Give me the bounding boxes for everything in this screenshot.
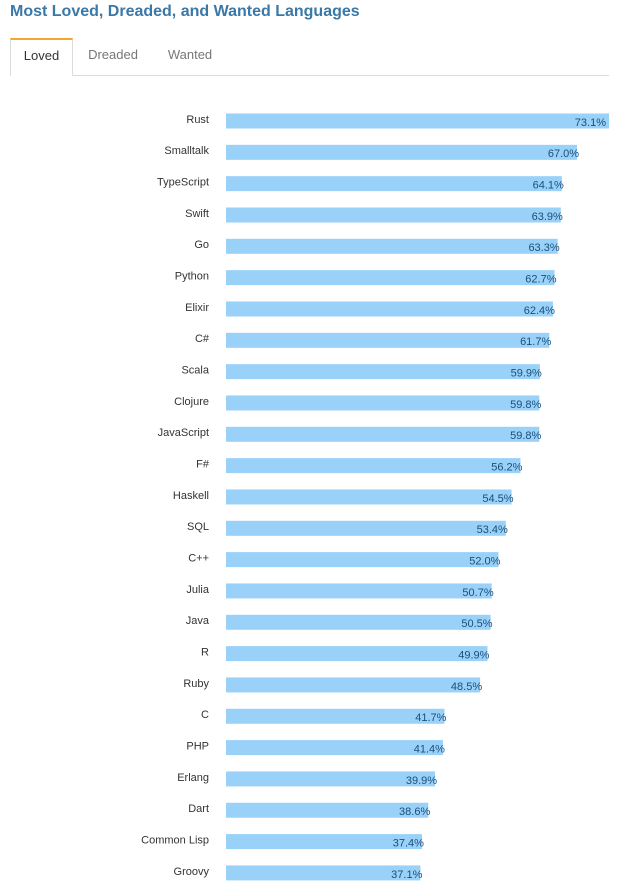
bar[interactable] — [226, 489, 512, 505]
bar[interactable] — [226, 238, 558, 254]
value-label: 59.8% — [510, 430, 541, 442]
value-label: 48.5% — [451, 681, 482, 693]
tab-dreaded[interactable]: Dreaded — [88, 47, 138, 62]
value-label: 62.4% — [524, 305, 555, 317]
bar[interactable] — [226, 802, 429, 818]
category-label: Dart — [188, 803, 209, 815]
category-label: Julia — [186, 584, 210, 596]
bar[interactable] — [226, 176, 562, 192]
category-label: Erlang — [177, 772, 209, 784]
value-label: 63.9% — [532, 211, 563, 223]
value-label: 41.4% — [414, 744, 445, 756]
category-label: Java — [186, 615, 210, 627]
category-label: Rust — [186, 114, 209, 126]
category-label: Go — [194, 239, 209, 251]
value-label: 50.7% — [462, 587, 493, 599]
category-label: TypeScript — [157, 177, 209, 189]
tab-loved[interactable]: Loved — [10, 38, 73, 76]
value-label: 52.0% — [469, 556, 500, 568]
category-label: Smalltalk — [164, 145, 209, 157]
value-label: 67.0% — [548, 148, 579, 160]
value-label: 61.7% — [520, 336, 551, 348]
category-label: Ruby — [183, 678, 209, 690]
category-label: Groovy — [174, 866, 210, 878]
value-label: 56.2% — [491, 462, 522, 474]
category-label: Clojure — [174, 396, 209, 408]
category-label: Swift — [185, 208, 209, 220]
value-label: 37.4% — [393, 837, 424, 849]
category-label: Python — [175, 271, 209, 283]
bar[interactable] — [226, 144, 578, 160]
category-label: C++ — [188, 553, 209, 565]
value-label: 38.6% — [399, 806, 430, 818]
value-label: 54.5% — [482, 493, 513, 505]
category-label: Elixir — [185, 302, 209, 314]
value-label: 64.1% — [533, 180, 564, 192]
bar[interactable] — [226, 332, 550, 348]
bar[interactable] — [226, 364, 540, 380]
bar[interactable] — [226, 207, 561, 223]
bar[interactable] — [226, 426, 540, 442]
bar[interactable] — [226, 614, 491, 630]
value-label: 59.9% — [511, 368, 542, 380]
value-label: 59.8% — [510, 399, 541, 411]
bar[interactable] — [226, 395, 540, 411]
bar[interactable] — [226, 301, 553, 317]
category-label: PHP — [186, 741, 209, 753]
bar[interactable] — [226, 113, 609, 129]
bar[interactable] — [226, 677, 481, 693]
bar[interactable] — [226, 646, 488, 662]
bar[interactable] — [226, 708, 445, 724]
category-label: C# — [195, 333, 210, 345]
category-label: JavaScript — [158, 427, 209, 439]
tab-bar: Loved Dreaded Wanted — [10, 38, 609, 76]
bar[interactable] — [226, 552, 499, 568]
bar[interactable] — [226, 270, 555, 286]
bar[interactable] — [226, 771, 436, 787]
bar[interactable] — [226, 583, 492, 599]
value-label: 53.4% — [477, 524, 508, 536]
value-label: 63.3% — [528, 242, 559, 254]
bar[interactable] — [226, 865, 421, 881]
category-label: Common Lisp — [141, 834, 209, 846]
category-label: F# — [196, 459, 210, 471]
category-label: R — [201, 647, 209, 659]
bar[interactable] — [226, 520, 506, 536]
value-label: 49.9% — [458, 650, 489, 662]
value-label: 62.7% — [525, 274, 556, 286]
value-label: 41.7% — [415, 712, 446, 724]
bar[interactable] — [226, 740, 443, 756]
bar[interactable] — [226, 458, 521, 474]
page-title: Most Loved, Dreaded, and Wanted Language… — [10, 3, 360, 20]
value-label: 73.1% — [575, 117, 606, 129]
value-label: 39.9% — [406, 775, 437, 787]
category-label: C — [201, 709, 209, 721]
category-label: Scala — [181, 365, 209, 377]
tab-wanted[interactable]: Wanted — [167, 47, 213, 62]
category-label: Haskell — [173, 490, 209, 502]
bar[interactable] — [226, 834, 422, 850]
value-label: 50.5% — [461, 618, 492, 630]
category-label: SQL — [187, 521, 209, 533]
value-label: 37.1% — [391, 869, 422, 881]
